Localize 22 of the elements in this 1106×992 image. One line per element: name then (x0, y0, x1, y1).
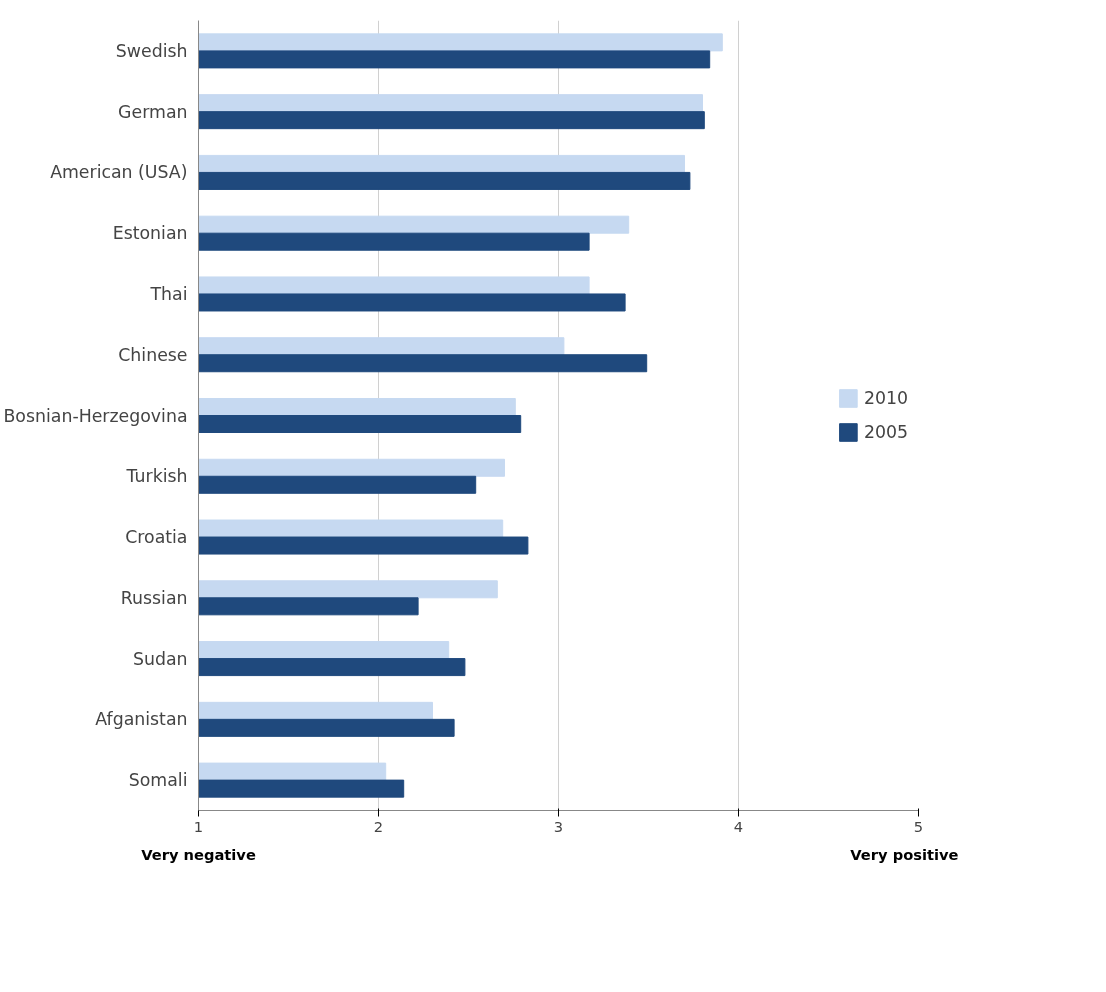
y-tick-label: Somali (128, 770, 188, 791)
x-tick-label: 5 (913, 817, 924, 835)
y-tick-label: German (118, 101, 188, 122)
y-tick-label: Sudan (132, 648, 188, 669)
x-tick-label: 1 (193, 817, 204, 835)
legend-label: 2005 (863, 422, 908, 442)
y-tick-label: Thai (149, 283, 188, 304)
x-tick-label: 3 (553, 817, 564, 835)
y-tick-label: Turkish (125, 466, 188, 487)
y-tick-label: Estonian (112, 223, 188, 244)
y-tick-label: Afganistan (95, 709, 188, 730)
legend-label: 2010 (863, 388, 908, 408)
y-tick-label: Chinese (118, 344, 188, 365)
x-tick-label: 4 (733, 817, 744, 835)
text: Very negative (141, 845, 256, 863)
y-tick-label: Bosnian-Herzegovina (3, 405, 188, 426)
y-tick-label: Russian (120, 587, 188, 608)
y-tick-label: Croatia (125, 527, 188, 548)
y-tick-label: American (USA) (50, 162, 188, 183)
y-tick-label: Swedish (115, 40, 188, 61)
text: Very positive (850, 845, 959, 863)
x-tick-label: 2 (373, 817, 384, 835)
